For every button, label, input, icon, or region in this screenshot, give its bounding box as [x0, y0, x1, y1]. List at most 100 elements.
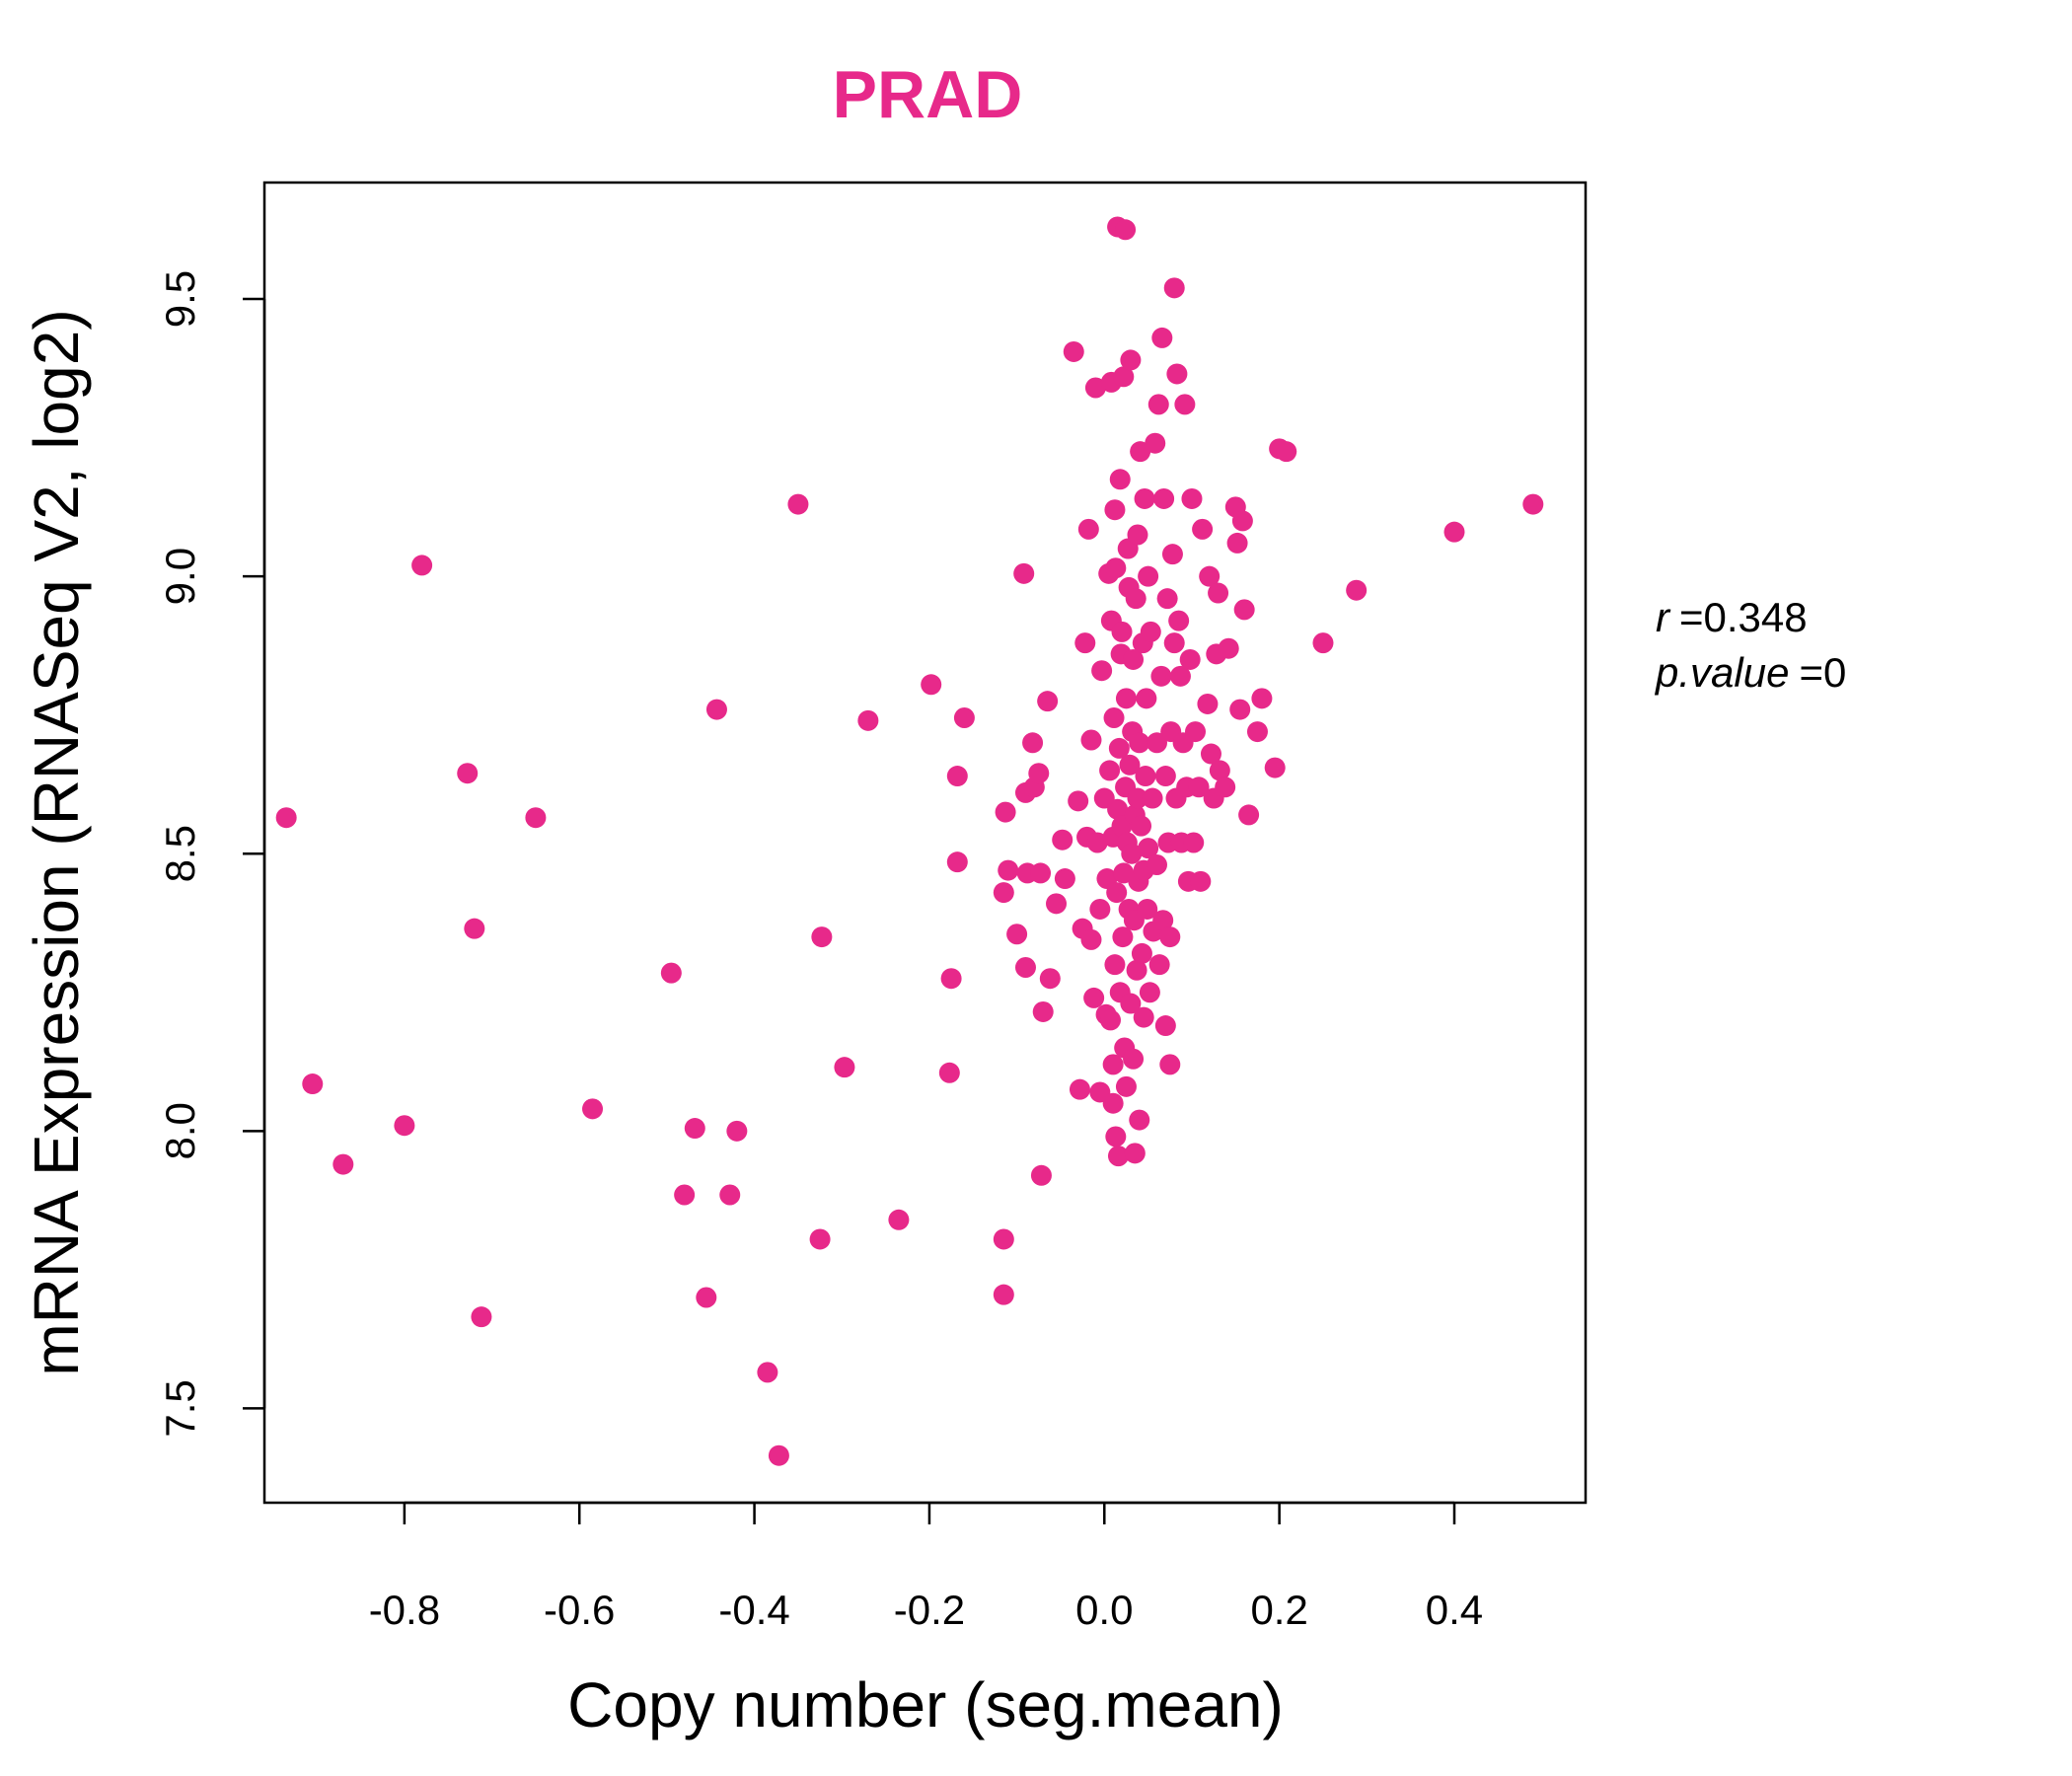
- data-point: [1346, 579, 1368, 601]
- data-point: [921, 674, 942, 696]
- p-label: p.value: [1654, 649, 1789, 696]
- data-points: [275, 216, 1544, 1466]
- data-point: [1006, 924, 1028, 945]
- x-axis: -0.8 -0.6 -0.4 -0.2 0.0 0.2 0.4: [369, 1501, 1483, 1633]
- data-point: [1163, 277, 1185, 299]
- data-point: [1112, 926, 1134, 948]
- data-point: [1099, 760, 1121, 781]
- data-point: [1032, 1000, 1054, 1022]
- data-point: [1264, 757, 1286, 778]
- data-point: [1124, 1143, 1146, 1164]
- data-point: [1229, 699, 1251, 720]
- data-point: [1039, 968, 1061, 990]
- data-point: [1107, 1146, 1129, 1167]
- data-point: [1063, 340, 1084, 362]
- data-point: [1131, 815, 1152, 837]
- data-point: [464, 918, 485, 939]
- y-tick-label: 9.0: [157, 548, 203, 605]
- y-axis: 7.5 8.0 8.5 9.0 9.5: [157, 270, 266, 1438]
- data-point: [811, 926, 833, 948]
- data-point: [1150, 665, 1172, 687]
- data-point: [888, 1209, 910, 1230]
- data-point: [1052, 829, 1073, 851]
- x-tick-label: 0.4: [1426, 1587, 1483, 1633]
- data-point: [1129, 732, 1150, 754]
- data-point: [768, 1444, 789, 1466]
- data-point: [1209, 760, 1230, 781]
- data-point: [302, 1073, 324, 1095]
- data-point: [660, 962, 682, 984]
- data-point: [1037, 691, 1059, 712]
- data-point: [1108, 737, 1130, 759]
- data-point: [1022, 732, 1044, 754]
- data-point: [1443, 521, 1465, 543]
- data-point: [1054, 868, 1075, 890]
- data-point: [1138, 565, 1159, 587]
- data-point: [1199, 565, 1221, 587]
- data-point: [1126, 959, 1147, 981]
- x-tick-label: -0.4: [718, 1587, 789, 1633]
- data-point: [1138, 838, 1159, 859]
- data-point: [696, 1287, 717, 1308]
- data-point: [938, 1062, 960, 1083]
- data-point: [1109, 469, 1131, 490]
- data-point: [1115, 688, 1137, 709]
- data-point: [1147, 394, 1169, 415]
- data-point: [1120, 993, 1142, 1014]
- data-point: [1080, 928, 1102, 950]
- data-point: [1159, 926, 1181, 948]
- data-point: [1136, 688, 1157, 709]
- data-point: [1103, 707, 1125, 729]
- x-tick-label: 0.0: [1075, 1587, 1133, 1633]
- x-tick-label: -0.8: [369, 1587, 440, 1633]
- data-point: [857, 709, 879, 731]
- data-point: [1185, 721, 1207, 743]
- data-point: [834, 1057, 855, 1078]
- data-point: [394, 1115, 415, 1137]
- data-point: [1192, 518, 1214, 540]
- data-point: [1166, 363, 1188, 385]
- data-point: [1188, 777, 1210, 798]
- data-point: [998, 859, 1019, 881]
- data-point: [1146, 732, 1167, 754]
- data-point: [1084, 377, 1106, 399]
- data-point: [1046, 893, 1068, 915]
- y-tick-label: 9.5: [157, 270, 203, 328]
- data-point: [1154, 1015, 1176, 1037]
- data-point: [411, 555, 433, 576]
- data-point: [1154, 766, 1176, 787]
- data-point: [726, 1120, 748, 1142]
- p-value: 0: [1823, 649, 1846, 696]
- data-point: [582, 1098, 604, 1120]
- data-point: [1137, 898, 1158, 920]
- data-point: [1107, 798, 1129, 820]
- data-point: [1013, 562, 1035, 584]
- data-point: [1168, 610, 1190, 631]
- data-point: [1174, 394, 1196, 415]
- data-point: [1069, 1078, 1090, 1100]
- data-point: [1238, 804, 1260, 826]
- data-point: [1106, 882, 1128, 904]
- r-value: 0.348: [1704, 594, 1808, 640]
- data-point: [1123, 648, 1145, 670]
- data-point: [787, 493, 809, 515]
- data-point: [946, 766, 968, 787]
- x-tick-label: -0.6: [544, 1587, 615, 1633]
- data-point: [1091, 660, 1113, 682]
- data-point: [1145, 432, 1166, 454]
- data-point: [1215, 777, 1236, 798]
- x-tick-label: 0.2: [1250, 1587, 1307, 1633]
- data-point: [1086, 832, 1108, 853]
- data-point: [1074, 632, 1096, 654]
- data-point: [1218, 637, 1239, 659]
- data-point: [993, 1228, 1014, 1250]
- data-point: [1080, 729, 1102, 751]
- data-point: [719, 1184, 741, 1206]
- r-label: r: [1656, 594, 1671, 640]
- data-point: [1104, 499, 1126, 521]
- data-point: [995, 801, 1016, 823]
- data-point: [1153, 487, 1175, 509]
- data-point: [1129, 1109, 1150, 1131]
- data-point: [1140, 621, 1161, 642]
